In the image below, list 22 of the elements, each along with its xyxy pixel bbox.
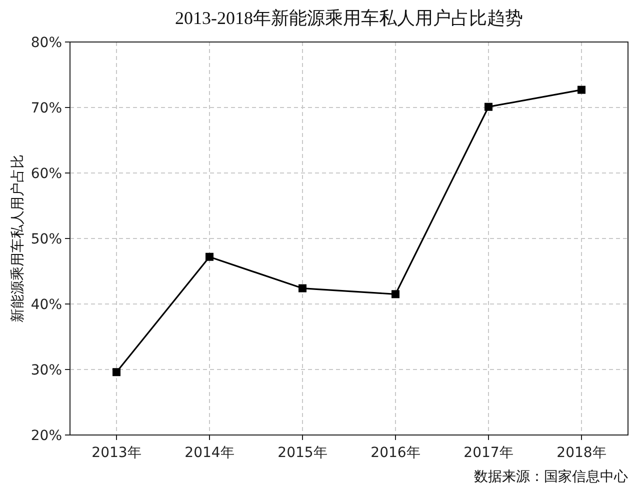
- x-tick-label: 2015年: [278, 445, 328, 461]
- y-tick-label: 40%: [30, 297, 62, 313]
- point: [392, 290, 400, 298]
- x-tick-label: 2017年: [464, 445, 514, 461]
- point: [112, 368, 120, 376]
- point: [484, 102, 492, 111]
- source-note: 数据来源：国家信息中心: [474, 469, 628, 485]
- y-axis-title: 新能源乘用车私人用户占比: [10, 154, 26, 322]
- x-tick-label: 2014年: [184, 445, 234, 461]
- x-tick-label: 2016年: [370, 445, 420, 461]
- point: [298, 284, 306, 292]
- y-tick-label: 70%: [30, 100, 62, 116]
- y-tick-label: 60%: [30, 166, 62, 182]
- y-tick-label: 50%: [30, 232, 62, 248]
- y-tick-label: 30%: [30, 362, 62, 378]
- chart-title: 2013-2018年新能源乘用车私人用户占比趋势: [175, 8, 523, 28]
- x-tick-label: 2013年: [92, 445, 142, 461]
- point: [206, 252, 214, 261]
- y-tick-label: 20%: [30, 428, 62, 444]
- y-tick-label: 80%: [30, 35, 62, 51]
- point: [578, 86, 586, 94]
- x-tick-label: 2018年: [556, 445, 606, 461]
